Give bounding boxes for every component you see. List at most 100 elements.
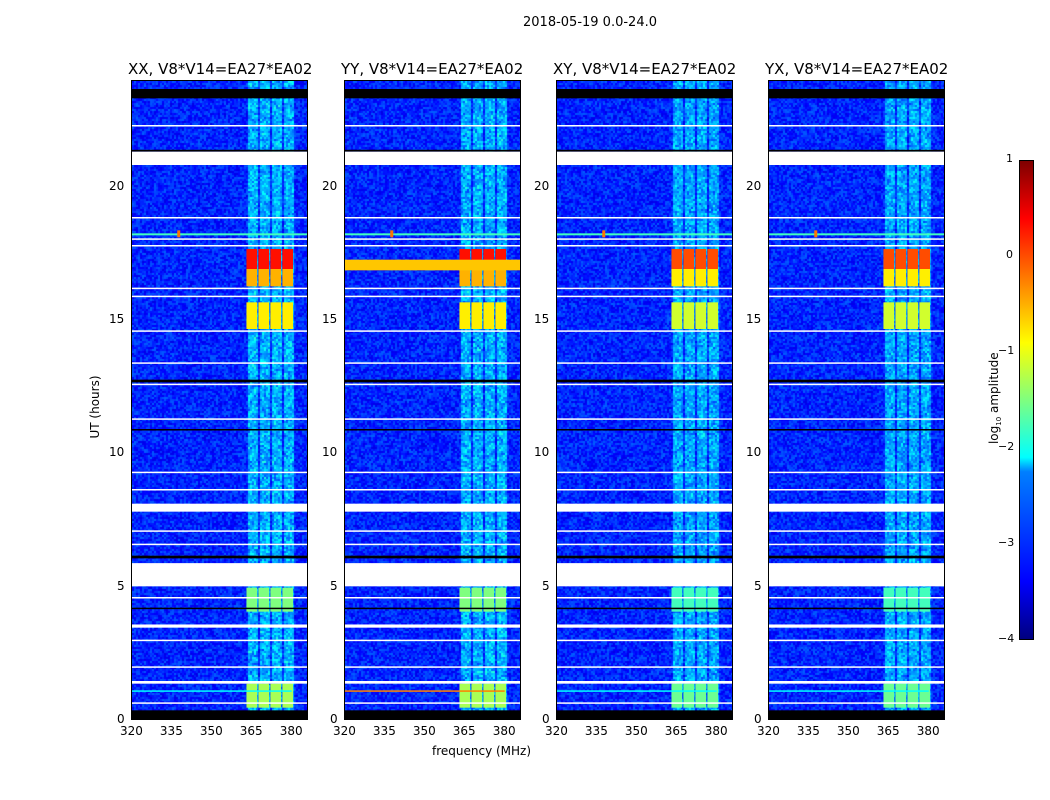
flagged-row <box>345 418 520 420</box>
flagged-row <box>132 563 307 587</box>
no-data-row <box>345 710 520 719</box>
no-data-row <box>132 710 307 719</box>
flagged-row <box>132 471 307 474</box>
heatmap-noise <box>769 81 944 719</box>
colorbar <box>1019 160 1034 640</box>
no-data-row <box>557 607 732 610</box>
colorbar-tick-label: −3 <box>998 536 1015 549</box>
flagged-row <box>769 503 944 512</box>
flagged-row <box>557 702 732 704</box>
y-tick-label: 15 <box>109 312 125 326</box>
rfi-block <box>258 269 270 287</box>
y-axis-label: UT (hours) <box>88 375 102 439</box>
x-tick-label: 335 <box>584 724 608 738</box>
panel-title: XY, V8*V14=EA27*EA02 <box>553 60 737 78</box>
flagged-row <box>345 681 520 684</box>
rfi-block <box>270 683 282 708</box>
rfi-block <box>907 587 919 612</box>
flagged-row <box>345 287 520 290</box>
flagged-row <box>557 624 732 628</box>
heatmap-panel-yx <box>768 80 945 720</box>
rfi-block <box>246 683 258 708</box>
x-tick-label: 320 <box>333 724 356 738</box>
rfi-block <box>282 302 294 329</box>
flagged-row <box>132 639 307 642</box>
x-tick-label: 350 <box>412 724 436 738</box>
flagged-row <box>345 151 520 165</box>
rfi-block <box>270 249 282 269</box>
rfi-block <box>459 302 471 329</box>
no-data-row <box>557 555 732 559</box>
flagged-row <box>557 530 732 532</box>
rfi-block <box>246 587 258 612</box>
flagged-row <box>345 702 520 704</box>
y-tick-label: 20 <box>322 178 338 193</box>
x-tick-label: 365 <box>239 724 263 738</box>
rfi-block <box>683 302 695 329</box>
flagged-row <box>132 217 307 219</box>
flagged-row <box>557 471 732 474</box>
flagged-row <box>132 418 307 420</box>
no-data-row <box>132 429 307 431</box>
rfi-block <box>471 587 483 612</box>
rfi-block <box>483 587 495 612</box>
flagged-row <box>769 362 944 364</box>
rfi-block <box>919 269 931 287</box>
x-tick-label: 320 <box>757 724 780 738</box>
heatmap-panel-yy <box>344 80 521 720</box>
no-data-row <box>132 149 307 152</box>
rfi-block <box>258 249 270 269</box>
rfi-block <box>270 587 282 612</box>
rfi-block <box>495 302 507 329</box>
panel-title: XX, V8*V14=EA27*EA02 <box>128 60 313 78</box>
flagged-row <box>557 245 732 247</box>
rfi-block <box>907 683 919 708</box>
flagged-row <box>769 217 944 219</box>
rfi-block <box>459 587 471 612</box>
flagged-row <box>345 245 520 247</box>
no-data-row <box>345 429 520 431</box>
flagged-row <box>132 530 307 532</box>
rfi-block <box>483 249 495 269</box>
rfi-block <box>495 249 507 269</box>
x-tick-label: 365 <box>664 724 688 738</box>
y-tick-label: 15 <box>322 312 338 326</box>
flagged-row <box>557 489 732 491</box>
rfi-block <box>246 249 258 269</box>
rfi-narrow-row <box>345 233 520 236</box>
colorbar-tick-label: −4 <box>998 632 1015 645</box>
flagged-row <box>345 597 520 599</box>
flagged-row <box>769 125 944 127</box>
rfi-block <box>695 587 707 612</box>
rfi-block <box>471 249 483 269</box>
flagged-row <box>132 543 307 546</box>
rfi-block <box>671 302 683 329</box>
heatmap-overlay <box>345 89 520 719</box>
flagged-row <box>557 217 732 219</box>
flagged-row <box>345 639 520 642</box>
y-tick-label: 20 <box>746 178 762 193</box>
no-data-row <box>769 429 944 431</box>
rfi-block <box>707 683 719 708</box>
heatmap-noise <box>345 81 520 719</box>
flagged-row <box>345 295 520 298</box>
rfi-block <box>459 269 471 287</box>
rfi-block <box>282 683 294 708</box>
x-axis-label: frequency (MHz) <box>432 744 532 758</box>
x-tick-label: 320 <box>120 724 143 738</box>
flagged-row <box>345 383 520 386</box>
flagged-row <box>557 125 732 127</box>
y-tick-label: 5 <box>117 578 125 593</box>
y-tick-label: 10 <box>534 445 550 460</box>
colorbar-label: log10 amplitude <box>986 352 1004 445</box>
flagged-row <box>345 362 520 364</box>
rfi-block <box>258 587 270 612</box>
no-data-row <box>345 379 520 383</box>
rfi-block <box>258 683 270 708</box>
rfi-block <box>707 302 719 329</box>
x-tick-label: 335 <box>796 724 820 738</box>
flagged-row <box>769 597 944 599</box>
rfi-narrow-row <box>769 233 944 236</box>
flagged-row <box>132 330 307 332</box>
